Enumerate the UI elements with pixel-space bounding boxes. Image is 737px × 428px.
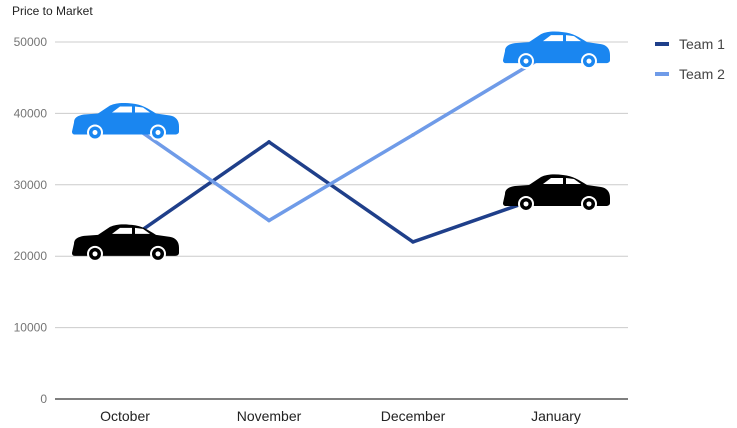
data-point	[267, 218, 271, 223]
x-tick-label: November	[237, 408, 302, 424]
data-point	[411, 240, 415, 244]
y-tick-label: 10000	[14, 321, 48, 335]
y-tick-label: 30000	[14, 178, 48, 192]
data-point	[411, 133, 415, 137]
x-tick-label: October	[100, 408, 150, 424]
y-tick-label: 40000	[14, 106, 48, 120]
y-tick-label: 50000	[14, 35, 48, 49]
legend-item-1: Team 1	[655, 36, 725, 52]
series-line-2	[124, 47, 557, 223]
y-tick-label: 20000	[14, 249, 48, 263]
y-axis-label: Price to Market	[12, 4, 93, 18]
legend-label: Team 1	[679, 36, 725, 52]
x-tick-label: December	[381, 408, 446, 424]
data-point	[267, 140, 271, 144]
car-icon	[503, 31, 610, 70]
legend-item-2: Team 2	[655, 66, 725, 82]
car-icon	[503, 174, 610, 212]
legend-label: Team 2	[679, 66, 725, 82]
series-line-1	[124, 139, 557, 244]
y-tick-label: 0	[40, 392, 47, 406]
car-icon	[72, 102, 179, 141]
x-tick-label: January	[531, 408, 581, 424]
